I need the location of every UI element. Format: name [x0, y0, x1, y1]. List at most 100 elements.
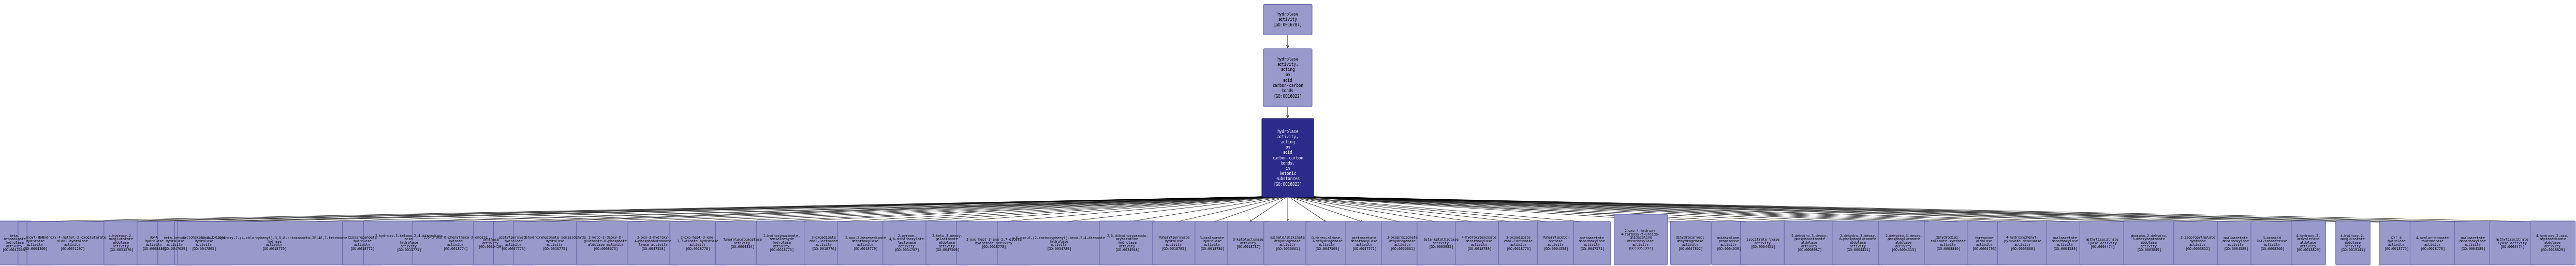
FancyBboxPatch shape	[577, 222, 634, 265]
FancyBboxPatch shape	[1100, 221, 1154, 265]
Text: 3-oxopropionate
dehydrogenase
activity
[GO:0050661]: 3-oxopropionate dehydrogenase activity […	[1386, 236, 1419, 250]
FancyBboxPatch shape	[2491, 222, 2535, 265]
Text: beta-ketone
hydrolase
activity
[GO:0047659]: beta-ketone hydrolase activity [GO:00476…	[162, 236, 188, 250]
FancyBboxPatch shape	[716, 222, 768, 265]
Text: fumarylpyruvate
hydrolase
activity
[GO:0018785]: fumarylpyruvate hydrolase activity [GO:0…	[1159, 236, 1190, 250]
FancyBboxPatch shape	[137, 222, 173, 265]
FancyBboxPatch shape	[2380, 222, 2414, 265]
FancyBboxPatch shape	[0, 221, 31, 265]
Text: acetoacetate
decarboxylase
activity
[GO:0047571]: acetoacetate decarboxylase activity [GO:…	[1579, 236, 1605, 250]
Text: 3-ketolactonase
activity
[GO:0018787]: 3-ketolactonase activity [GO:0018787]	[1234, 238, 1265, 248]
FancyBboxPatch shape	[1672, 222, 1710, 265]
FancyBboxPatch shape	[956, 222, 1030, 265]
FancyBboxPatch shape	[103, 221, 139, 265]
Text: 4-hydroxy-4-methyl-2-oxoglutarate
aldol hydrolase
activity
[GO:0051297]: 4-hydroxy-4-methyl-2-oxoglutarate aldol …	[39, 236, 106, 250]
Text: 2-pyrone-
4,6-dicarboxylate
lactonase
activity
[GO:0034787]: 2-pyrone- 4,6-dicarboxylate lactonase ac…	[889, 234, 925, 252]
FancyBboxPatch shape	[997, 222, 1121, 265]
FancyBboxPatch shape	[2411, 222, 2455, 265]
FancyBboxPatch shape	[2079, 222, 2125, 265]
FancyBboxPatch shape	[1538, 222, 1574, 265]
Text: threonine
aldolase
activity
[GO:0004793]: threonine aldolase activity [GO:0004793]	[1973, 236, 1996, 250]
Text: 2-oxo-hept-3-ene-1,7-dioate
hydratase activity
[GO:0018778]: 2-oxo-hept-3-ene-1,7-dioate hydratase ac…	[966, 238, 1023, 248]
FancyBboxPatch shape	[2045, 222, 2084, 265]
FancyBboxPatch shape	[1265, 222, 1311, 265]
Text: Ap4A
hydrolase
activity
[GO:0008486]: Ap4A hydrolase activity [GO:0008486]	[142, 236, 167, 250]
Text: 2-oxo-3-hydroxy-
4-phosphobutanoate
lyase activity
[GO:0047558]: 2-oxo-3-hydroxy- 4-phosphobutanoate lyas…	[634, 236, 672, 250]
Text: oxaloacetate
decarboxylase
activity
[GO:0004589]: oxaloacetate decarboxylase activity [GO:…	[2050, 236, 2079, 250]
FancyBboxPatch shape	[2290, 221, 2326, 265]
FancyBboxPatch shape	[884, 221, 930, 265]
FancyBboxPatch shape	[837, 222, 894, 265]
FancyBboxPatch shape	[1226, 222, 1270, 265]
FancyBboxPatch shape	[474, 222, 507, 265]
FancyBboxPatch shape	[1262, 5, 1311, 35]
Text: 2-oxo-4-hydroxy-
4-carboxy-5-ureido-
imidazoline
decarboxylase
activity
[GO:0051: 2-oxo-4-hydroxy- 4-carboxy-5-ureido- imi…	[1620, 229, 1662, 250]
Text: 8-oxo-2'-hydroxy-7-(4-chlorophenyl)-3,5,8-trioxonocta-2E,4E,7-trienoate
hydrase
: 8-oxo-2'-hydroxy-7-(4-chlorophenyl)-3,5,…	[201, 236, 348, 250]
Text: 4-hydroxyphenyl-
pyruvate dioxidase
activity
[GO:0003868]: 4-hydroxyphenyl- pyruvate dioxidase acti…	[2004, 236, 2040, 250]
FancyBboxPatch shape	[1710, 222, 1747, 265]
FancyBboxPatch shape	[1996, 222, 2048, 265]
Text: dihydrodipi-
colinate synthase
activity
[GO:0008840]: dihydrodipi- colinate synthase activity …	[1929, 236, 1965, 250]
Text: hydrolase
activity,
acting
on
acid
carbon-carbon
bonds,
in
ketonic
substances
[G: hydrolase activity, acting on acid carbo…	[1273, 130, 1303, 186]
Text: fumarylaceto-
acetase
activity
[GO:0004334]: fumarylaceto- acetase activity [GO:00043…	[1543, 236, 1569, 250]
Text: methylisocitrate
lyase activity
[GO:0004474]: methylisocitrate lyase activity [GO:0004…	[2496, 238, 2530, 248]
FancyBboxPatch shape	[175, 222, 234, 265]
Text: 2-isopropylmalate
synthase
activity
[GO:0003852]: 2-isopropylmalate synthase activity [GO:…	[2179, 236, 2215, 250]
FancyBboxPatch shape	[1151, 222, 1195, 265]
FancyBboxPatch shape	[2530, 221, 2576, 265]
Text: 4-hydroxy-2-oxo-
heptanedioate
aldolase
activity
[GO:0018829]: 4-hydroxy-2-oxo- heptanedioate aldolase …	[2537, 234, 2568, 252]
FancyBboxPatch shape	[1741, 222, 1785, 265]
Text: phospho-2-dehydro-
3-deoxyheptonate
aldolase
activity
[GO:0003849]: phospho-2-dehydro- 3-deoxyheptonate aldo…	[2130, 234, 2166, 252]
Text: methylisocitrate
lyase activity
[GO:0004474]: methylisocitrate lyase activity [GO:0004…	[2087, 238, 2120, 248]
Text: 4-hydroxy-2-
oxoglutarate
aldolase
activity
[GO:0051576]: 4-hydroxy-2- oxoglutarate aldolase activ…	[108, 234, 134, 252]
FancyBboxPatch shape	[1381, 222, 1425, 265]
Text: 3-oxolaurate
hydrolase
activity
[GO:0018786]: 3-oxolaurate hydrolase activity [GO:0018…	[1200, 236, 1224, 250]
Text: 2,6-dihydroxypseudo-
oxynicotine
hydrolase
activity
[GO:0034948]: 2,6-dihydroxypseudo- oxynicotine hydrola…	[1108, 234, 1149, 252]
FancyBboxPatch shape	[1615, 214, 1667, 265]
Text: D-threo-aldose-
1-dehydrogenase
activity
[GO:0047569]: D-threo-aldose- 1-dehydrogenase activity…	[1311, 236, 1342, 250]
FancyBboxPatch shape	[1345, 222, 1383, 265]
Text: 4-hydroxy-2-
oxoglutarate
aldolase
activity
[GO:0019141]: 4-hydroxy-2- oxoglutarate aldolase activ…	[2342, 234, 2365, 252]
FancyBboxPatch shape	[2336, 221, 2370, 265]
FancyBboxPatch shape	[1499, 222, 1538, 265]
Text: enoyl-CoA
hydratase
activity
[GO:0004300]: enoyl-CoA hydratase activity [GO:0004300…	[23, 236, 46, 250]
Text: 2-dehydro-3-deoxy-
phosphooctonate
aldolase
activity
[GO:0008987]: 2-dehydro-3-deoxy- phosphooctonate aldol…	[1790, 234, 1829, 252]
FancyBboxPatch shape	[670, 222, 726, 265]
Text: 2-hydroxymuconate-semialdehyde
hydrolase
activity
[GO:0018775]: 2-hydroxymuconate-semialdehyde hydrolase…	[523, 236, 585, 250]
Text: 2-keto-3-deoxy-D-
gluconate-6-phosphate
aldolase activity
[GO:0008673]: 2-keto-3-deoxy-D- gluconate-6-phosphate …	[585, 236, 629, 250]
FancyBboxPatch shape	[1262, 119, 1314, 197]
FancyBboxPatch shape	[157, 222, 193, 265]
Text: oxaloacetate
decarboxylase
activity
[GO:0004589]: oxaloacetate decarboxylase activity [GO:…	[2460, 236, 2486, 250]
Text: bioxirepanoate
hydrolase
activity
[GO:0018772]: bioxirepanoate hydrolase activity [GO:00…	[348, 236, 376, 250]
Text: 2-oxo-hept-3-ene-
1,7-dioate hydratase
activity
[GO:0018778]: 2-oxo-hept-3-ene- 1,7-dioate hydratase a…	[677, 236, 719, 250]
FancyBboxPatch shape	[804, 222, 845, 265]
Text: isocitrate lyase
activity
[GO:0004451]: isocitrate lyase activity [GO:0004451]	[1747, 238, 1780, 248]
FancyBboxPatch shape	[1455, 222, 1504, 265]
FancyBboxPatch shape	[1262, 49, 1311, 107]
Text: 2-dehydro-3-deoxy-
phosphogluconate
aldolase
activity
[GO:0004313]: 2-dehydro-3-deoxy- phosphogluconate aldo…	[1886, 234, 1922, 252]
FancyBboxPatch shape	[1195, 222, 1229, 265]
Text: 2-dehydro-3-deoxy-
6-phosphogluconate
aldolase
activity
[GO:0004451]: 2-dehydro-3-deoxy- 6-phosphogluconate al…	[1839, 234, 1878, 252]
FancyBboxPatch shape	[2455, 222, 2491, 265]
Text: 4-oxalocrotonate
tautomerase
activity
[GO:0018778]: 4-oxalocrotonate tautomerase activity [G…	[2416, 236, 2450, 250]
Text: quinate/shikimate
dehydrogenase
activity
[GO:0050661]: quinate/shikimate dehydrogenase activity…	[1270, 236, 1306, 250]
Text: beta-ketothiolase
activity
[GO:0003985]: beta-ketothiolase activity [GO:0003985]	[1425, 238, 1458, 248]
FancyBboxPatch shape	[343, 222, 381, 265]
FancyBboxPatch shape	[1968, 222, 2002, 265]
FancyBboxPatch shape	[1574, 222, 1610, 265]
Text: cyclohexane-1,3-dione
hydrolase
activity
[GO:0047805]: cyclohexane-1,3-dione hydrolase activity…	[183, 236, 227, 250]
FancyBboxPatch shape	[1878, 221, 1929, 265]
FancyBboxPatch shape	[2218, 222, 2254, 265]
FancyBboxPatch shape	[495, 222, 533, 265]
FancyBboxPatch shape	[18, 222, 52, 265]
FancyBboxPatch shape	[1834, 221, 1883, 265]
FancyBboxPatch shape	[1306, 222, 1347, 265]
FancyBboxPatch shape	[26, 222, 118, 265]
Text: acetylpyruvate
hydrolase
activity
[GO:0047773]: acetylpyruvate hydrolase activity [GO:00…	[500, 236, 528, 250]
FancyBboxPatch shape	[2174, 222, 2221, 265]
Text: imidazolone-
propionase
activity
[GO:0004639]: imidazolone- propionase activity [GO:000…	[1716, 236, 1741, 250]
Text: hydrolase
activity,
acting
on
acid
carbon-carbon
bonds
[GO:0016822]: hydrolase activity, acting on acid carbo…	[1273, 57, 1303, 98]
Text: fumarylacetoacetase
activity
[GO:0004334]: fumarylacetoacetase activity [GO:0004334…	[721, 238, 762, 248]
Text: 2-keto-3-deoxy-
galactonate
aldolase
activity
[GO:0047569]: 2-keto-3-deoxy- galactonate aldolase act…	[933, 234, 963, 252]
FancyBboxPatch shape	[178, 222, 371, 265]
